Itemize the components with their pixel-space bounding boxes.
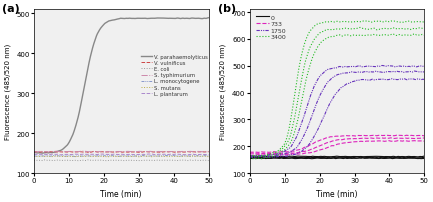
Y-axis label: Fluorescence (485/520 nm): Fluorescence (485/520 nm) [220, 44, 226, 140]
Y-axis label: Fluorescence (485/520 nm): Fluorescence (485/520 nm) [4, 44, 11, 140]
Legend: V. parahaemolyticus, V. vulnificus, E. coli, S. typhimurium, L. monocytogene, S.: V. parahaemolyticus, V. vulnificus, E. c… [141, 55, 208, 96]
X-axis label: Time (min): Time (min) [316, 189, 358, 198]
Legend: 0, 733, 1750, 3400: 0, 733, 1750, 3400 [256, 15, 287, 40]
Text: (b): (b) [218, 4, 236, 14]
Text: (a): (a) [3, 4, 20, 14]
X-axis label: Time (min): Time (min) [100, 189, 142, 198]
